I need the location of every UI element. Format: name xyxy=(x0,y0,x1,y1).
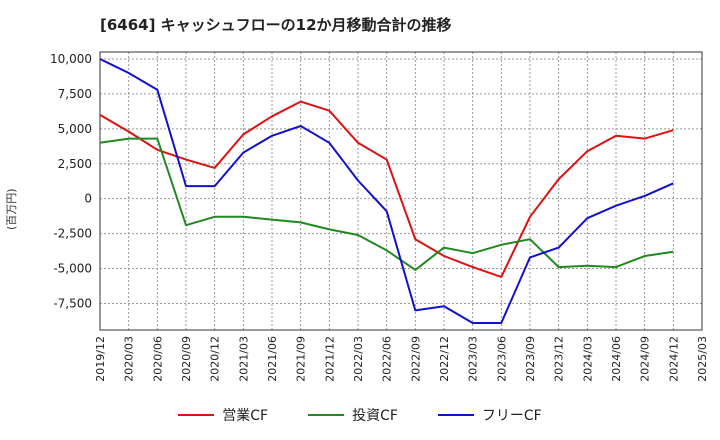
x-tick-label: 2024/12 xyxy=(667,336,680,382)
x-tick-label: 2024/03 xyxy=(581,336,594,382)
series-line-2 xyxy=(99,137,674,271)
legend-label: 投資CF xyxy=(352,408,398,424)
y-tick-label: 2,500 xyxy=(58,157,92,171)
legend-item-1: 営業CF xyxy=(178,405,268,425)
x-tick-label: 2020/06 xyxy=(151,336,164,382)
x-tick-label: 2021/06 xyxy=(266,336,279,382)
x-tick-label: 2021/12 xyxy=(323,336,336,382)
x-tick-label: 2023/09 xyxy=(524,336,537,382)
legend-swatch xyxy=(178,414,215,416)
legend-label: 営業CF xyxy=(222,408,269,424)
y-tick-label: -2,500 xyxy=(53,227,92,241)
y-tick-label: 10,000 xyxy=(50,52,92,66)
legend: 営業CF 投資CF フリーCF xyxy=(0,404,720,425)
y-tick-label: 0 xyxy=(84,192,92,206)
x-tick-label: 2021/03 xyxy=(237,336,250,382)
x-tick-label: 2022/06 xyxy=(381,336,394,382)
y-tick-label: 5,000 xyxy=(58,122,92,136)
y-tick-label: 7,500 xyxy=(58,87,92,101)
x-tick-label: 2020/09 xyxy=(180,336,193,382)
legend-swatch xyxy=(308,414,345,416)
y-tick-label: -7,500 xyxy=(53,296,92,310)
x-tick-label: 2025/03 xyxy=(696,336,709,382)
x-tick-label: 2024/06 xyxy=(610,336,623,382)
legend-label: フリーCF xyxy=(481,408,542,424)
x-tick-label: 2022/12 xyxy=(438,336,451,382)
x-tick-label: 2020/12 xyxy=(209,336,222,382)
x-tick-label: 2022/03 xyxy=(352,336,365,382)
x-tick-label: 2023/12 xyxy=(553,336,566,382)
x-tick-label: 2024/09 xyxy=(639,336,652,382)
y-tick-label: -5,000 xyxy=(53,262,92,276)
x-tick-label: 2023/03 xyxy=(467,336,480,382)
x-tick-label: 2023/06 xyxy=(495,336,508,382)
legend-item-2: 投資CF xyxy=(308,405,398,425)
x-tick-label: 2019/12 xyxy=(94,336,107,382)
legend-item-3: フリーCF xyxy=(437,405,542,425)
x-tick-label: 2022/09 xyxy=(409,336,422,382)
x-tick-label: 2021/09 xyxy=(295,336,308,382)
plot-frame xyxy=(99,51,703,331)
legend-swatch xyxy=(437,414,474,416)
chart-title: [6464] キャッシュフローの12か月移動合計の推移 xyxy=(100,16,452,34)
series-line-3 xyxy=(99,58,674,324)
series-line-1 xyxy=(99,100,674,278)
x-tick-label: 2020/03 xyxy=(123,336,136,382)
